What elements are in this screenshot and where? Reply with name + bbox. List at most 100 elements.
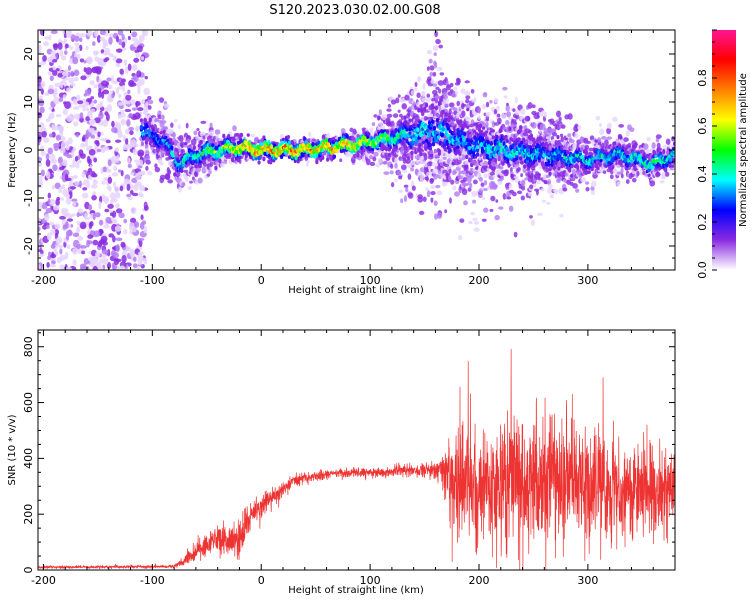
spectrogram-cell — [321, 155, 325, 161]
spectrogram-cell — [365, 158, 371, 166]
spectrogram-cell — [453, 191, 460, 197]
spectrogram-cell — [60, 141, 66, 150]
spectrogram-cell — [70, 70, 74, 77]
spectrogram-cell — [44, 213, 50, 221]
spectrogram-cell — [126, 193, 132, 198]
spectrogram-cell — [178, 186, 182, 193]
spectrogram-cell — [88, 127, 95, 133]
spectrogram-cell — [499, 176, 505, 181]
spectrogram-cell — [85, 116, 90, 122]
spectrogram-cell — [38, 264, 41, 270]
spectrogram-cell — [454, 90, 459, 95]
spectrogram-cell — [471, 190, 477, 197]
spectrogram-cell — [140, 141, 145, 147]
spectrogram-cell — [472, 199, 476, 204]
spectrogram-cell — [111, 120, 115, 128]
spectrogram-cell — [162, 129, 166, 134]
spectrogram-cell — [115, 237, 123, 242]
spectrogram-cell — [129, 222, 135, 227]
spectrogram-cell — [287, 155, 292, 159]
spectrogram-cell — [76, 243, 81, 250]
spectrogram-cell — [65, 145, 70, 151]
spectrogram-cell — [125, 246, 131, 252]
spectrogram-cell — [113, 80, 118, 85]
spectrogram-cell — [109, 209, 113, 214]
spectrogram-cell — [554, 189, 558, 195]
spectrogram-cell — [89, 145, 93, 149]
spectrogram-cell — [530, 219, 535, 226]
spectrogram-cell — [61, 55, 67, 61]
spectrogram-cell — [306, 160, 310, 164]
spectrogram-cell — [99, 36, 105, 42]
spectrogram-cell — [55, 237, 63, 244]
spectrogram-cell — [315, 159, 319, 165]
spectrogram-cell — [465, 98, 470, 104]
spectrogram-cell — [159, 161, 164, 166]
spectrogram-cell — [473, 227, 480, 232]
spectrogram-cell — [545, 167, 550, 173]
spectrogram-cell — [494, 184, 498, 190]
spectrogram-cell — [129, 130, 134, 136]
spectrogram-cell — [177, 159, 181, 164]
spectrogram-cell — [505, 104, 511, 112]
spectrogram-cell — [432, 83, 437, 87]
spectrogram-cell — [125, 138, 129, 145]
spectrogram-cell — [160, 120, 167, 124]
spectrogram-cell — [492, 174, 496, 179]
spectrogram-cell — [83, 67, 87, 73]
spectrogram-cell — [67, 77, 75, 84]
spectrogram-cell — [180, 143, 184, 149]
spectrogram-cell — [577, 125, 582, 130]
spectrogram-cell — [161, 114, 165, 121]
spectrogram-cell — [490, 195, 496, 202]
spectrogram-cell — [452, 185, 457, 191]
spectrogram-cell — [121, 254, 127, 263]
spectrogram-cell — [107, 169, 112, 173]
spectrogram-cell — [64, 213, 71, 217]
spectrogram-cell — [411, 185, 416, 191]
spectrogram-cell — [440, 155, 444, 161]
spectrogram-cell — [60, 197, 65, 201]
spectrogram-cell — [106, 185, 111, 190]
spectrogram-cell — [481, 218, 487, 222]
spectrogram-cell — [67, 65, 72, 72]
spectrogram-cell — [457, 111, 461, 115]
spectrogram-cell — [103, 224, 110, 229]
spectrogram-cell — [138, 171, 143, 176]
spectrogram-cell — [98, 201, 102, 210]
spectrogram-cell — [131, 31, 138, 38]
spectrogram-cell — [47, 147, 53, 155]
spectrogram-cell — [159, 174, 166, 180]
spectrogram-cell — [381, 114, 387, 121]
spectrogram-cell — [543, 111, 548, 118]
spectrogram-cell — [378, 121, 383, 126]
spectrogram-cell — [606, 136, 613, 140]
spectrogram-cell — [521, 179, 526, 187]
spectrogram-cell — [144, 128, 148, 134]
spectrogram-cell — [463, 200, 468, 206]
spectrogram-cell — [378, 109, 383, 116]
spectrogram-cell — [73, 76, 79, 82]
spectrogram-cell — [491, 120, 496, 128]
spectrogram-cell — [548, 183, 553, 190]
spectrogram-cell — [481, 121, 486, 127]
spectrogram-cell — [616, 181, 621, 187]
spectrogram-cell — [93, 84, 98, 89]
spectrogram-cell — [140, 121, 145, 125]
spectrogram-cell — [326, 157, 330, 162]
spectrogram-cell — [111, 246, 116, 250]
spectrogram-cell — [114, 147, 119, 152]
spectrogram-cell — [461, 110, 466, 118]
spectrogram-cell — [139, 222, 145, 230]
spectrogram-cell — [127, 89, 131, 95]
spectrogram-cell — [438, 44, 444, 49]
spectrogram-cell — [433, 173, 438, 180]
spectrogram-cell — [100, 49, 105, 54]
spectrogram-cell — [131, 77, 137, 81]
spectrogram-cell — [65, 233, 70, 241]
spectrogram-cell — [146, 170, 153, 176]
spectrogram-cell — [595, 115, 601, 121]
spectrogram-cell — [498, 206, 504, 210]
spectrogram-cell — [38, 99, 45, 107]
spectrogram-cell — [52, 43, 59, 48]
